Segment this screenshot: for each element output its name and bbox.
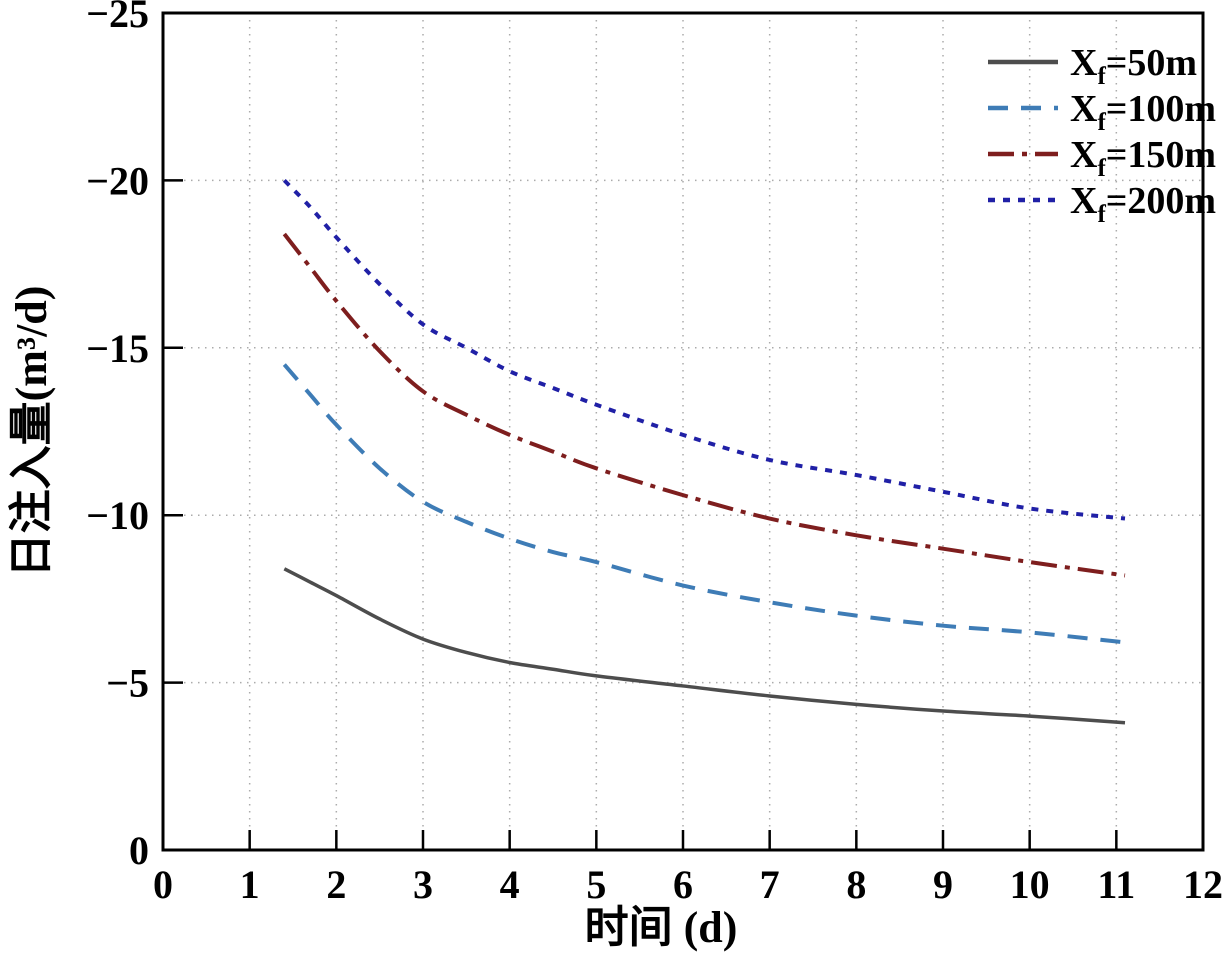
plot-frame <box>161 11 1205 852</box>
x-tick-label: 0 <box>153 862 173 907</box>
y-tick-label: −25 <box>86 0 149 36</box>
x-tick-label: 7 <box>760 862 780 907</box>
x-tick-label: 11 <box>1097 862 1135 907</box>
x-axis-title: 时间 (d) <box>585 903 738 952</box>
series-line-xf-200m <box>282 179 1126 521</box>
x-tick-label: 2 <box>326 862 346 907</box>
y-tick-label: −5 <box>106 661 149 706</box>
legend-label-xf-50m: Xf=50m <box>1070 42 1197 90</box>
y-axis-title: 日注入量(m³/d) <box>7 286 56 578</box>
x-tick-label: 1 <box>240 862 260 907</box>
y-tick-label: 0 <box>129 828 149 873</box>
series-line-xf-50m <box>283 567 1126 725</box>
x-tick-label: 8 <box>846 862 866 907</box>
x-tick-label: 4 <box>500 862 520 907</box>
series-line-xf-100m <box>282 363 1126 645</box>
x-tick-label: 9 <box>933 862 953 907</box>
x-tick-label: 6 <box>673 862 693 907</box>
x-tick-label: 3 <box>413 862 433 907</box>
x-tick-label: 12 <box>1183 862 1223 907</box>
x-tick-label: 5 <box>586 862 606 907</box>
legend-label-xf-150m: Xf=150m <box>1070 134 1216 182</box>
x-tick-label: 10 <box>1010 862 1050 907</box>
legend-label-xf-100m: Xf=100m <box>1070 88 1216 136</box>
legend-label-xf-200m: Xf=200m <box>1070 180 1216 228</box>
y-tick-label: −10 <box>86 493 149 538</box>
series-line-xf-150m <box>282 232 1126 578</box>
y-tick-label: −15 <box>86 326 149 371</box>
y-tick-label: −20 <box>86 158 149 203</box>
